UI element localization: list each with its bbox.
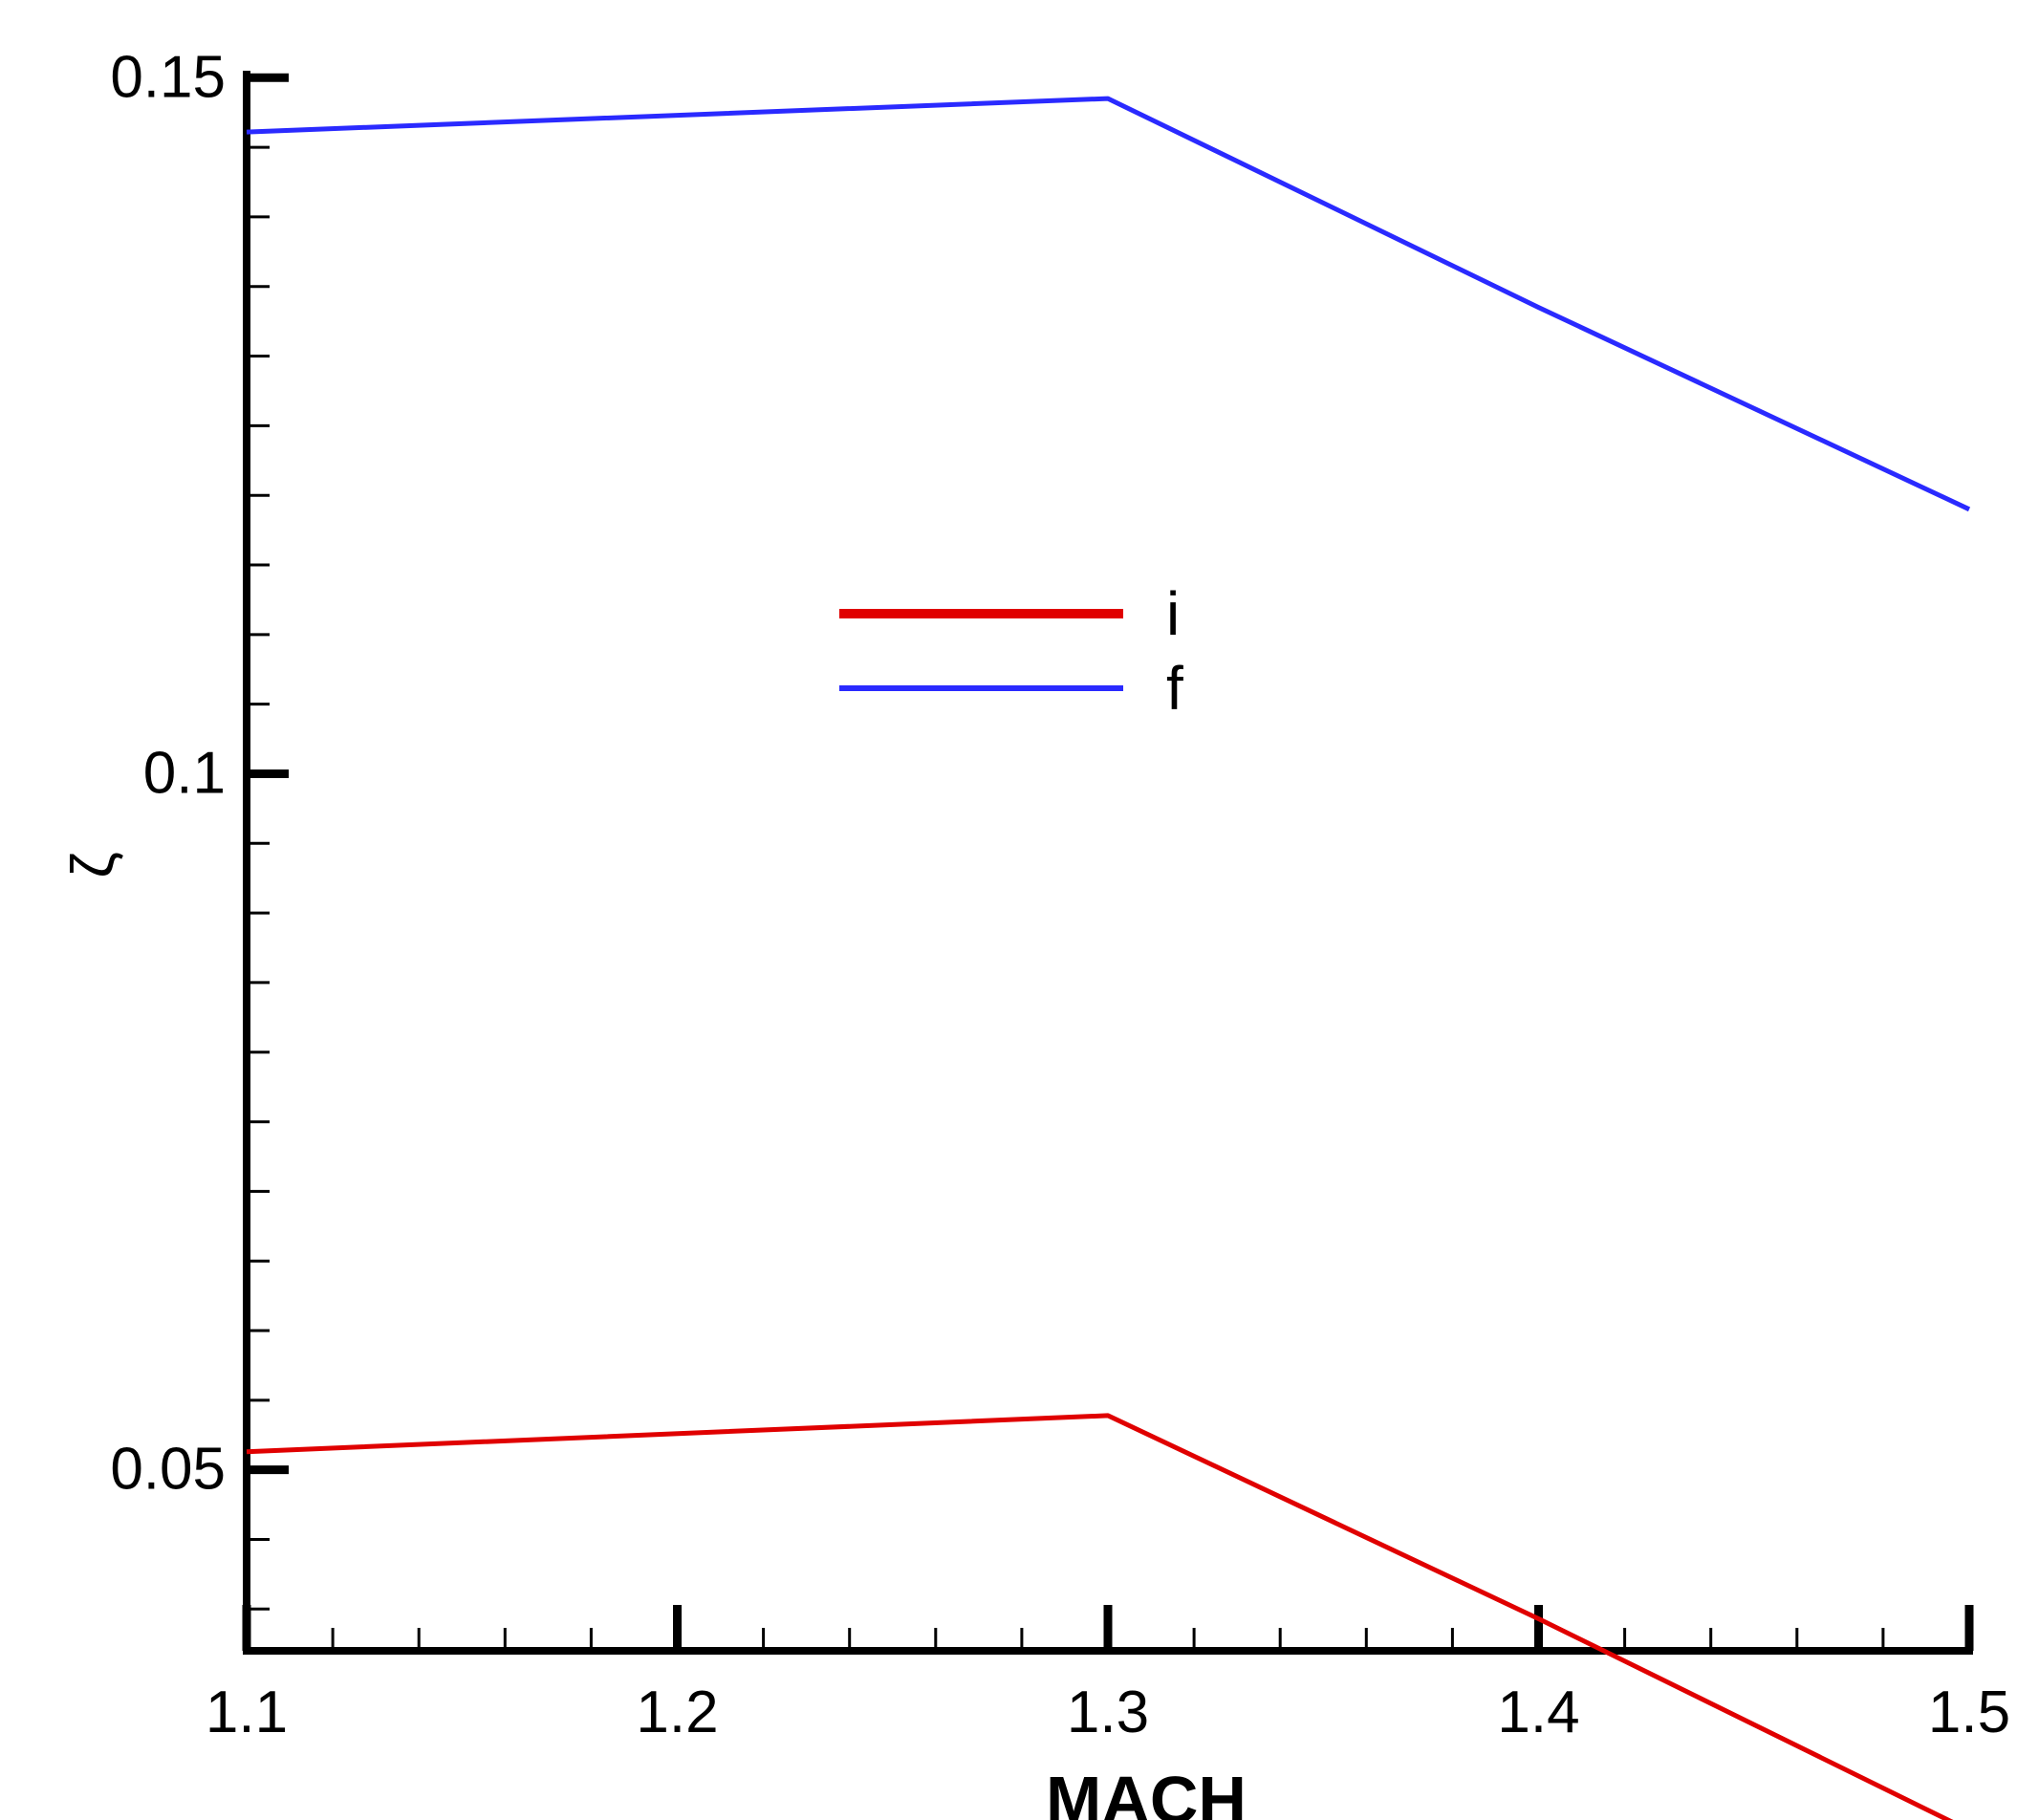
y-tick-label: 0.15 bbox=[110, 44, 226, 110]
series-line-f bbox=[246, 96, 1971, 512]
legend: if bbox=[839, 579, 1183, 723]
legend-label-f: f bbox=[1166, 654, 1183, 723]
y-axis-title: ζ bbox=[60, 852, 126, 878]
x-tick-label: 1.1 bbox=[206, 1679, 288, 1745]
ticks: 1.1 1.2 1.3 1.4 1.5 0.05 0.1 0.15 bbox=[110, 44, 2010, 1745]
x-tick-label: 1.3 bbox=[1067, 1679, 1149, 1745]
x-tick-label: 1.2 bbox=[636, 1679, 718, 1745]
x-tick-label: 1.5 bbox=[1928, 1679, 2010, 1745]
y-tick-label: 0.05 bbox=[110, 1437, 226, 1503]
x-tick-label: 1.4 bbox=[1497, 1679, 1579, 1745]
legend-label-i: i bbox=[1166, 579, 1180, 648]
series-lines bbox=[246, 96, 1971, 1820]
y-tick-label: 0.1 bbox=[143, 740, 226, 806]
series-line-i bbox=[246, 1413, 1954, 1820]
x-axis-title: MACH bbox=[1046, 1763, 1247, 1820]
